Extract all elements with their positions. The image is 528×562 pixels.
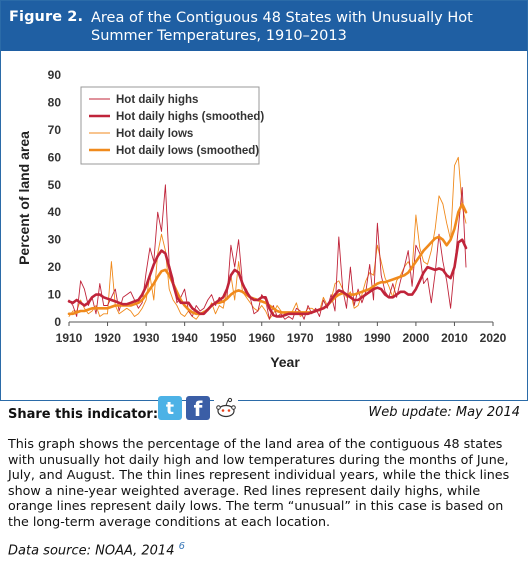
y-tick-label: 80	[48, 95, 62, 109]
chart: 1910 1920 1930 1940 1950 1960 1970 1980 1990 2000…	[16, 68, 507, 370]
legend-box	[80, 86, 260, 165]
x-tick-label: 1910	[56, 331, 83, 345]
figure-panel: Figure 2. Area of the Contiguous 48 Stat…	[0, 0, 528, 401]
legend-label-hot-lows-smoothed: Hot daily lows (smoothed)	[116, 145, 259, 157]
x-tick-label: 1920	[94, 331, 121, 345]
x-tick-label: 2000	[403, 331, 430, 345]
figure-description: This graph shows the percentage of the l…	[8, 436, 510, 529]
y-tick-label: 50	[48, 178, 62, 192]
legend-label-hot-highs-smoothed: Hot daily highs (smoothed)	[116, 111, 264, 123]
y-tick-label: 30	[48, 233, 62, 247]
legend-label-hot-lows: Hot daily lows	[116, 128, 193, 140]
data-source-text: Data source: NOAA, 2014	[8, 543, 175, 559]
data-source: Data source: NOAA, 2014 6	[8, 541, 185, 558]
y-tick-label: 10	[48, 288, 62, 302]
x-tick-label: 2010	[441, 331, 468, 345]
series-layer	[67, 156, 468, 320]
legend-label-hot-highs: Hot daily highs	[116, 94, 198, 106]
x-tick-label: 2020	[480, 331, 507, 345]
legend: Hot daily highs Hot daily highs (smoothe…	[80, 86, 264, 165]
x-axis-title: Year	[270, 354, 300, 370]
figure-header: Figure 2. Area of the Contiguous 48 Stat…	[1, 1, 527, 51]
reddit-icon[interactable]	[214, 396, 238, 420]
y-tick-label: 90	[48, 68, 62, 82]
y-tick-label: 60	[48, 150, 62, 164]
x-tick-label: 1990	[364, 331, 391, 345]
x-tick-label: 1940	[171, 331, 198, 345]
chart-axes: 1910 1920 1930 1940 1950 1960 1970 1980 1990 2000…	[48, 68, 507, 345]
y-tick-label: 0	[54, 315, 61, 329]
figure-label: Figure 2.	[9, 9, 84, 25]
y-tick-label: 40	[48, 205, 62, 219]
facebook-icon[interactable]: f	[186, 396, 210, 421]
x-tick-label: 1980	[325, 331, 352, 345]
figure-title: Area of the Contiguous 48 States with Un…	[91, 10, 473, 44]
x-tick-label: 1930	[133, 331, 160, 345]
y-tick-label: 20	[48, 260, 62, 274]
share-label: Share this indicator:	[8, 407, 159, 422]
svg-text:f: f	[194, 397, 203, 420]
y-tick-label: 70	[48, 123, 62, 137]
x-tick-label: 1970	[287, 331, 314, 345]
x-tick-label: 1950	[210, 331, 237, 345]
series-line-hot-daily-highs-smoothed	[67, 238, 468, 318]
y-axis-title: Percent of land area	[16, 131, 32, 265]
web-update: Web update: May 2014	[368, 405, 520, 420]
source-ref-link[interactable]: 6	[178, 541, 185, 552]
twitter-icon[interactable]: t	[158, 396, 182, 420]
svg-text:t: t	[166, 399, 174, 419]
x-tick-label: 1960	[248, 331, 275, 345]
series-line-hot-daily-lows	[68, 156, 467, 320]
